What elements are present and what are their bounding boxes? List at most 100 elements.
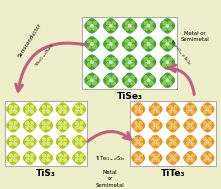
Circle shape xyxy=(202,125,208,130)
Circle shape xyxy=(13,154,20,161)
Circle shape xyxy=(141,58,149,66)
Circle shape xyxy=(128,42,131,46)
Circle shape xyxy=(155,153,161,159)
Circle shape xyxy=(25,141,30,147)
Circle shape xyxy=(79,154,86,161)
Circle shape xyxy=(109,60,112,64)
Circle shape xyxy=(132,122,139,129)
Circle shape xyxy=(46,138,53,145)
Circle shape xyxy=(201,138,208,145)
Circle shape xyxy=(183,122,191,129)
Circle shape xyxy=(40,122,47,129)
Circle shape xyxy=(155,122,162,129)
Circle shape xyxy=(13,106,20,113)
Circle shape xyxy=(133,125,139,130)
Circle shape xyxy=(74,104,80,110)
Circle shape xyxy=(167,22,175,30)
Circle shape xyxy=(138,137,143,142)
Bar xyxy=(5,101,88,166)
Circle shape xyxy=(167,43,173,50)
Circle shape xyxy=(183,138,191,145)
Circle shape xyxy=(190,125,195,130)
Circle shape xyxy=(10,109,17,116)
Circle shape xyxy=(74,153,80,159)
Circle shape xyxy=(78,156,81,160)
Circle shape xyxy=(59,157,66,165)
Circle shape xyxy=(154,108,157,111)
Circle shape xyxy=(29,104,35,110)
Circle shape xyxy=(151,153,156,159)
Circle shape xyxy=(8,141,14,147)
Circle shape xyxy=(25,153,30,159)
Circle shape xyxy=(72,138,80,145)
Circle shape xyxy=(171,108,174,111)
Circle shape xyxy=(141,76,149,84)
Circle shape xyxy=(172,137,178,142)
Circle shape xyxy=(43,157,50,165)
Circle shape xyxy=(187,109,194,116)
Circle shape xyxy=(26,141,33,148)
Circle shape xyxy=(76,119,83,126)
Circle shape xyxy=(28,124,31,127)
Circle shape xyxy=(187,141,194,148)
Circle shape xyxy=(8,157,14,163)
Circle shape xyxy=(147,79,150,82)
Circle shape xyxy=(172,141,178,147)
Circle shape xyxy=(167,40,175,48)
Circle shape xyxy=(129,76,137,84)
Circle shape xyxy=(135,103,142,110)
Circle shape xyxy=(72,106,80,113)
Circle shape xyxy=(138,141,143,147)
Circle shape xyxy=(110,76,118,84)
Text: TiSe$_{x(1-x)}$Te$_{3x}$: TiSe$_{x(1-x)}$Te$_{3x}$ xyxy=(167,37,193,67)
Circle shape xyxy=(72,154,80,161)
Circle shape xyxy=(62,154,69,161)
Circle shape xyxy=(86,43,93,50)
Circle shape xyxy=(28,140,31,143)
Circle shape xyxy=(166,106,173,113)
Circle shape xyxy=(160,22,168,30)
Circle shape xyxy=(207,109,212,114)
Circle shape xyxy=(148,38,154,45)
Circle shape xyxy=(122,22,130,30)
Circle shape xyxy=(148,75,154,81)
Circle shape xyxy=(8,109,14,114)
Text: Metal or
Semimetal: Metal or Semimetal xyxy=(180,31,209,42)
Circle shape xyxy=(88,62,96,70)
Circle shape xyxy=(126,55,134,63)
Circle shape xyxy=(171,156,174,160)
Circle shape xyxy=(172,157,178,163)
Circle shape xyxy=(58,104,63,110)
Circle shape xyxy=(46,121,51,126)
Circle shape xyxy=(155,138,162,145)
Circle shape xyxy=(78,124,81,127)
Circle shape xyxy=(88,18,96,26)
Circle shape xyxy=(189,156,192,160)
Circle shape xyxy=(46,125,51,130)
Circle shape xyxy=(79,141,84,147)
Circle shape xyxy=(105,25,111,31)
Circle shape xyxy=(138,106,145,113)
Circle shape xyxy=(58,157,63,163)
Circle shape xyxy=(88,55,96,63)
Circle shape xyxy=(59,119,66,126)
Circle shape xyxy=(187,103,194,110)
Circle shape xyxy=(154,156,157,160)
Circle shape xyxy=(61,140,64,143)
Circle shape xyxy=(103,76,111,84)
Circle shape xyxy=(152,119,159,126)
Circle shape xyxy=(167,20,173,26)
Circle shape xyxy=(29,154,36,161)
Circle shape xyxy=(167,25,173,31)
Circle shape xyxy=(155,104,161,110)
Circle shape xyxy=(59,125,66,132)
Circle shape xyxy=(135,151,142,158)
Circle shape xyxy=(23,106,30,113)
Circle shape xyxy=(103,58,111,66)
Circle shape xyxy=(105,57,111,63)
Circle shape xyxy=(206,108,209,111)
Circle shape xyxy=(8,153,14,159)
Circle shape xyxy=(202,157,208,163)
Circle shape xyxy=(25,137,30,142)
Circle shape xyxy=(10,135,17,142)
